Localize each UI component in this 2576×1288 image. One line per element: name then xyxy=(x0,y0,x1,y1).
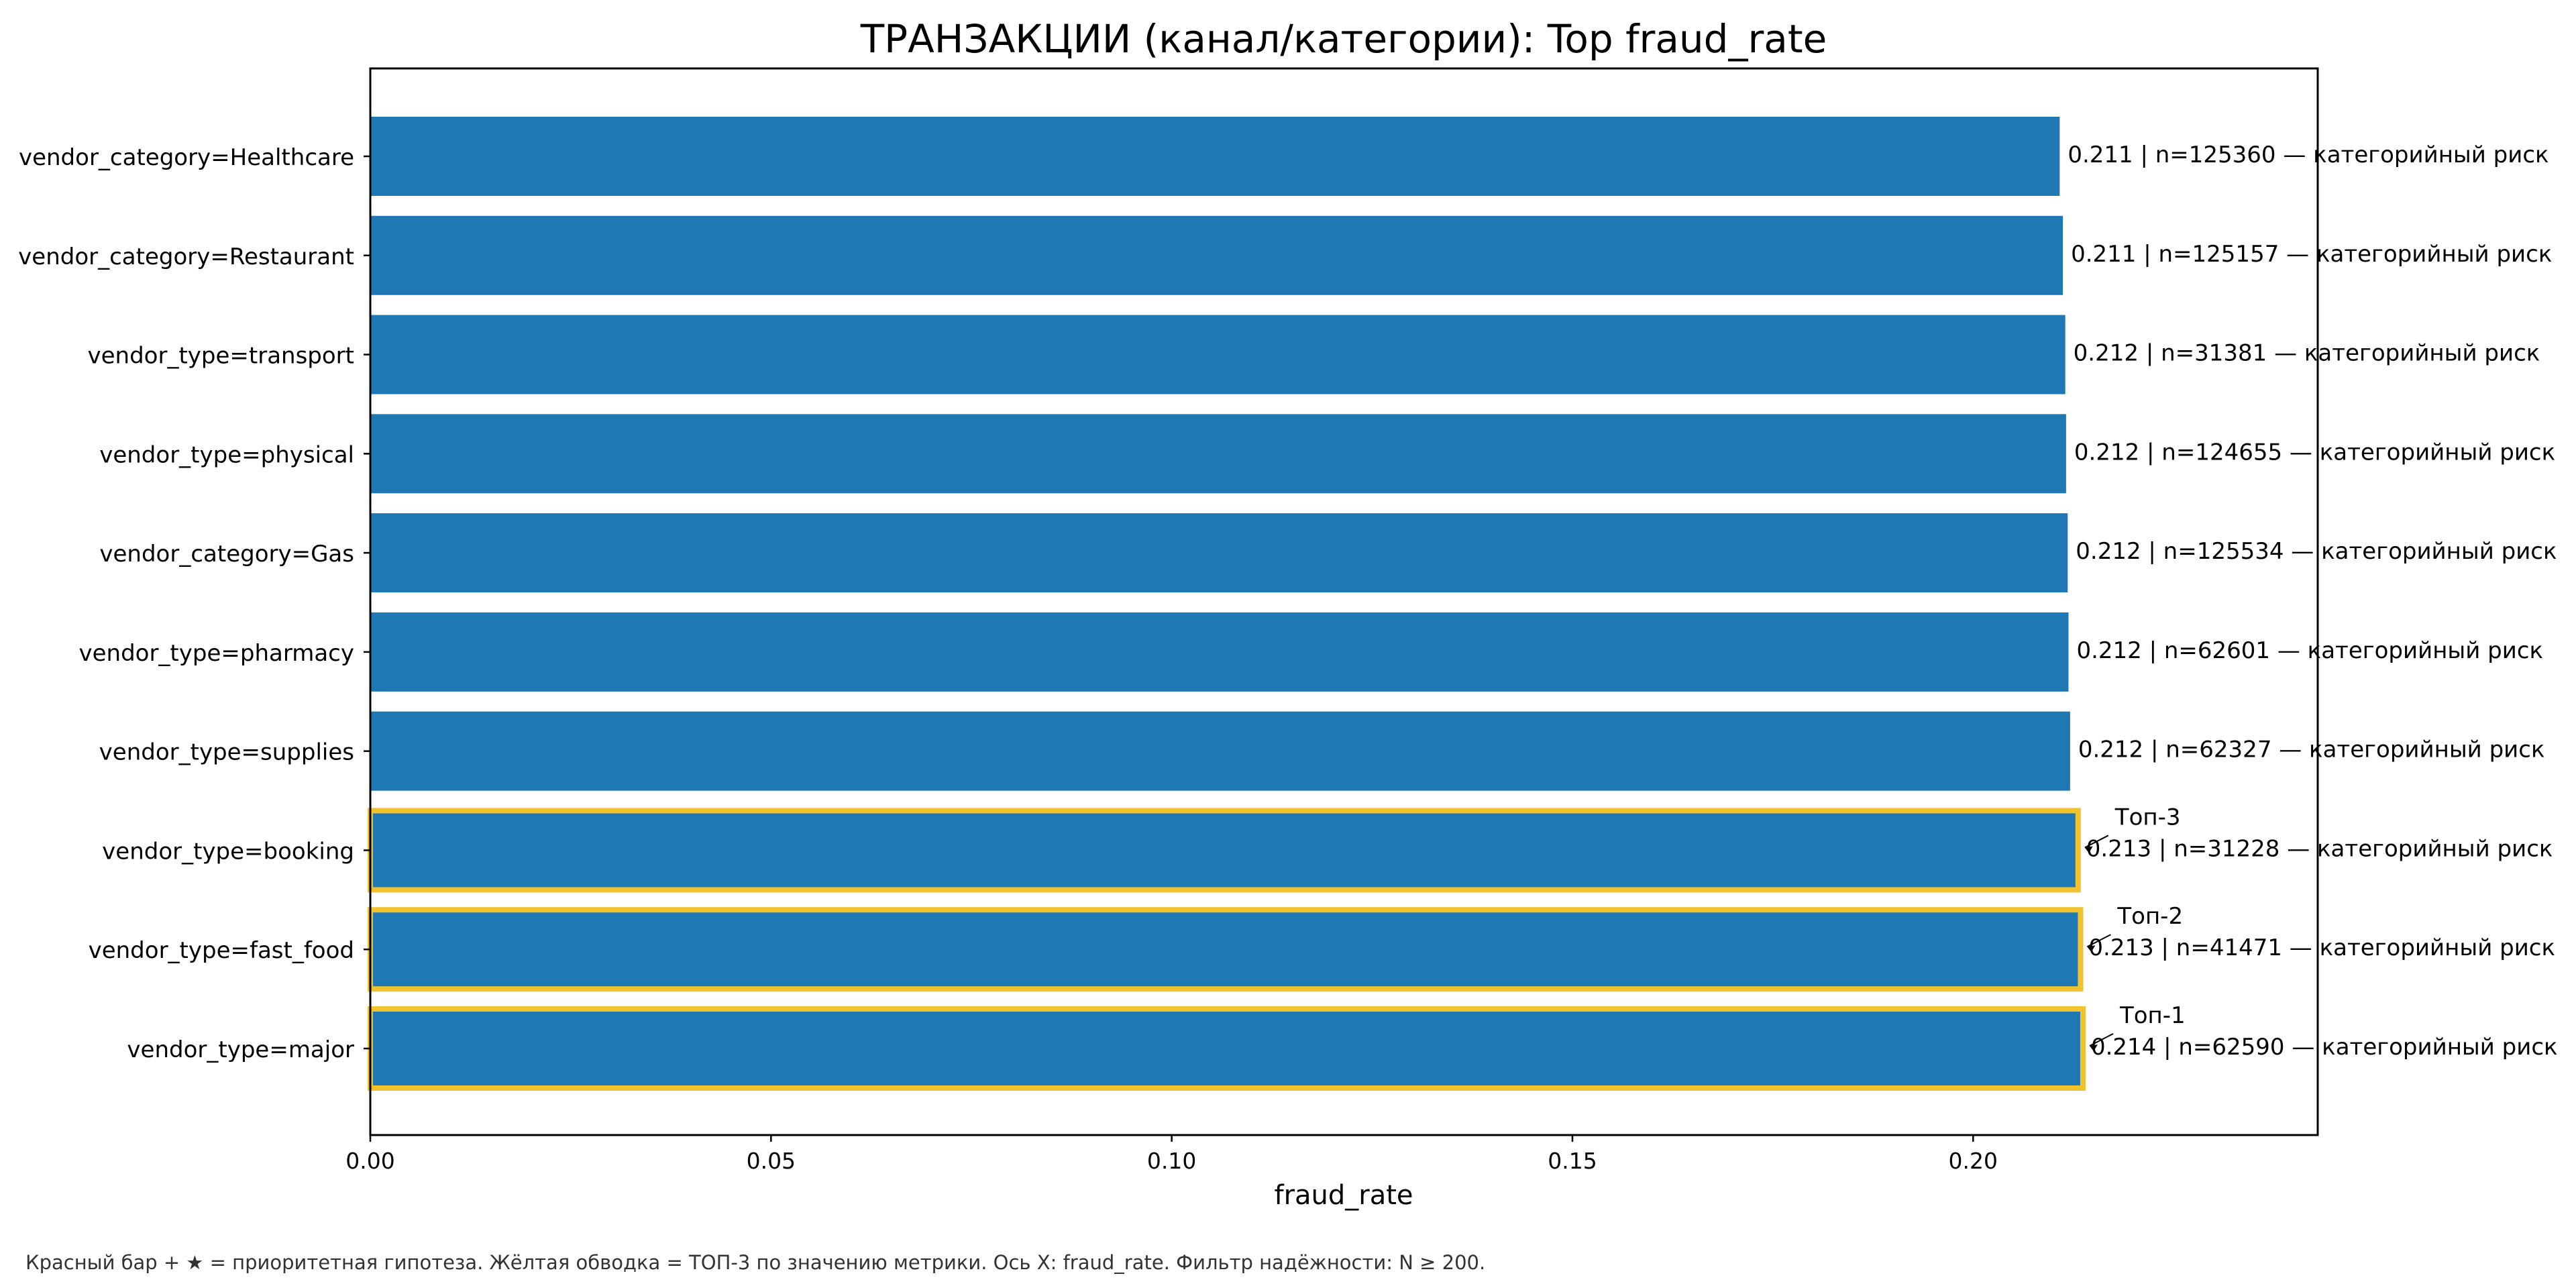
annotation-arrow xyxy=(2084,835,2109,849)
data-label: 0.212 | n=124655 — категорийный риск xyxy=(2074,439,2555,466)
bar xyxy=(368,1006,2086,1091)
x-tick-label: 0.05 xyxy=(747,1148,796,1174)
y-tick-label: vendor_type=booking xyxy=(102,838,354,865)
annotation-arrowhead xyxy=(2087,945,2096,953)
x-tick-label: 0.20 xyxy=(1949,1148,1998,1174)
data-label: 0.212 | n=31381 — категорийный риск xyxy=(2074,340,2540,367)
x-axis: 0.00 0.05 0.10 0.15 0.20 xyxy=(345,1135,1998,1174)
bar xyxy=(370,414,2066,494)
data-label: 0.211 | n=125157 — категорийный риск xyxy=(2071,241,2552,268)
annotation-arrowhead xyxy=(2084,846,2093,853)
y-tick-label: vendor_type=fast_food xyxy=(89,937,354,964)
bar xyxy=(370,612,2069,692)
bar xyxy=(368,808,2081,893)
chart-title: ТРАНЗАКЦИИ (канал/категории): Top fraud_… xyxy=(860,16,1827,62)
bar xyxy=(370,117,2060,196)
bar xyxy=(368,907,2084,992)
annotation-label: Топ-2 xyxy=(2116,903,2183,930)
y-tick-label: vendor_type=pharmacy xyxy=(78,640,354,667)
y-tick-label: vendor_type=physical xyxy=(99,441,354,468)
data-label: 0.212 | n=62327 — категорийный риск xyxy=(2078,737,2545,763)
y-tick-label: vendor_category=Restaurant xyxy=(18,244,354,270)
annotation-arrow xyxy=(2089,1033,2114,1046)
y-tick-label: vendor_category=Gas xyxy=(99,541,354,568)
axes-frame xyxy=(369,67,2319,1136)
y-tick-label: vendor_type=transport xyxy=(88,343,355,370)
x-tick-label: 0.15 xyxy=(1548,1148,1597,1174)
bar xyxy=(370,513,2068,593)
x-tick-label: 0.00 xyxy=(345,1148,394,1174)
y-tick-label: vendor_type=supplies xyxy=(99,739,354,766)
annotation-arrowhead xyxy=(2089,1044,2098,1051)
plot-area: 0.211 | n=125360 — категорийный риск 0.21… xyxy=(368,117,2558,1091)
annotation-label: Топ-3 xyxy=(2114,804,2181,830)
y-tick-label: vendor_category=Healthcare xyxy=(19,144,354,171)
data-label: 0.211 | n=125360 — категорийный риск xyxy=(2068,142,2548,168)
data-label: 0.213 | n=41471 — категорийный риск xyxy=(2088,934,2555,961)
bar xyxy=(370,315,2065,394)
data-label: 0.213 | n=31228 — категорийный риск xyxy=(2086,835,2553,862)
chart-footnote: Красный бар + ★ = приоритетная гипотеза.… xyxy=(25,1251,1485,1274)
y-tick-label: vendor_type=major xyxy=(127,1036,354,1063)
annotation-arrow xyxy=(2086,934,2111,948)
bar xyxy=(370,711,2070,791)
y-axis: vendor_category=Healthcare vendor_categor… xyxy=(18,144,370,1063)
x-axis-label: fraud_rate xyxy=(1274,1180,1413,1211)
x-tick-label: 0.10 xyxy=(1147,1148,1196,1174)
data-label: 0.214 | n=62590 — категорийный риск xyxy=(2091,1034,2558,1061)
annotation-label: Топ-1 xyxy=(2119,1002,2186,1029)
data-label: 0.212 | n=62601 — категорийный риск xyxy=(2076,637,2543,664)
data-label: 0.212 | n=125534 — категорийный риск xyxy=(2076,538,2557,565)
bar xyxy=(370,215,2063,295)
